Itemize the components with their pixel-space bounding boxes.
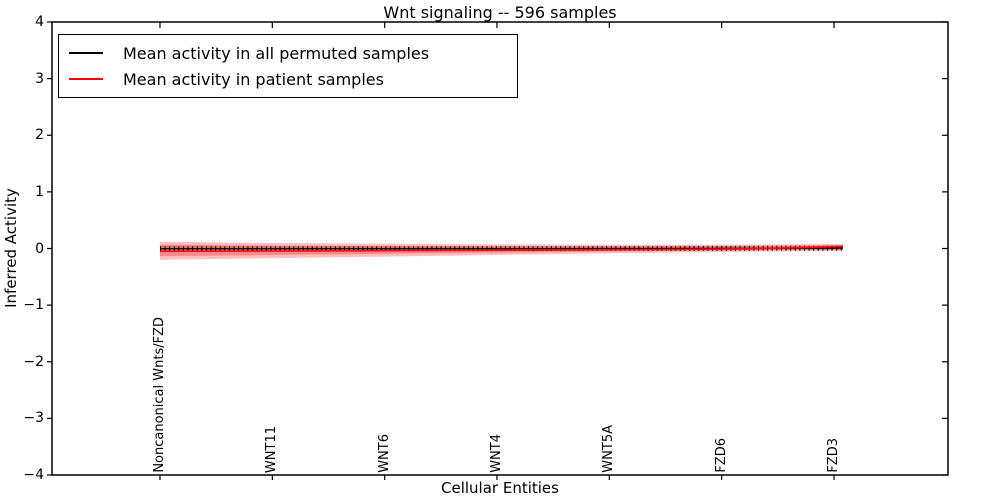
y-tick-label-4: 4 [35,14,44,30]
x-tick-label-wnt5a: WNT5A [601,425,617,473]
y-tick-label-neg4: −4 [23,467,44,483]
y-tick-label-neg1: −1 [23,297,44,314]
y-tick-label-neg3: −3 [23,410,44,427]
x-tick-label-wnt11: WNT11 [264,425,280,473]
legend-line-permuted-icon [69,52,103,54]
legend-label-permuted: Mean activity in all permuted samples [123,43,430,63]
legend-entry-patient: Mean activity in patient samples [69,70,507,89]
y-tick-label-1: 1 [35,183,44,200]
x-tick-label-wnt6: WNT6 [376,434,392,473]
series-line-1 [159,245,844,253]
legend: Mean activity in all permuted samples Me… [58,34,518,98]
x-tick-label-wnt4: WNT4 [488,434,504,473]
legend-line-patient-icon [69,78,103,80]
y-tick-label-3: 3 [35,70,44,87]
x-tick-label-noncanonical-wnts-fzd: Noncanonical Wnts/FZD [151,317,167,473]
y-tick-label-neg2: −2 [23,353,44,370]
x-tick-label-fzd6: FZD6 [713,438,729,473]
y-tick-label-0: 0 [35,240,44,257]
y-tick-label-2: 2 [35,127,44,144]
legend-entry-permuted: Mean activity in all permuted samples [69,44,507,63]
x-axis-label: Cellular Entities [441,479,559,497]
x-tick-label-fzd3: FZD3 [826,438,842,473]
legend-label-patient: Mean activity in patient samples [123,69,384,89]
chart-title: Wnt signaling -- 596 samples [383,3,617,22]
